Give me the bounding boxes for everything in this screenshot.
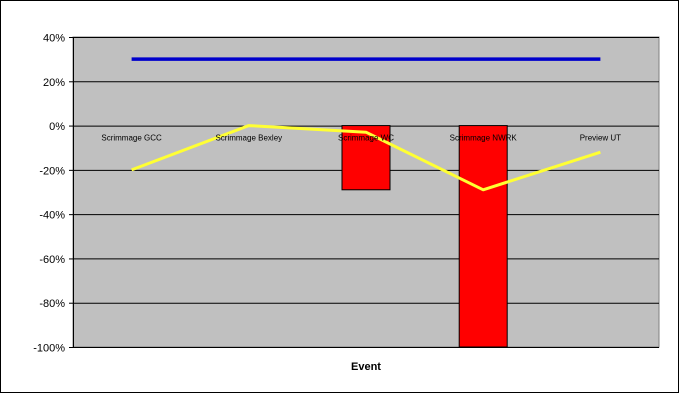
x-category-label: Preview UT [580, 134, 621, 143]
y-tick-label: 20% [43, 77, 65, 89]
x-category-label: Scrimmage GCC [101, 134, 162, 143]
x-axis-title: Event [351, 361, 381, 373]
y-tick-label: -60% [39, 254, 65, 266]
y-tick-label: -20% [39, 165, 65, 177]
y-tick-label: 0% [49, 121, 65, 133]
y-axis-tick-labels: -100% -80% -60% -40% -20% 0% 20% 40% [33, 33, 65, 355]
bars [341, 125, 508, 348]
x-axis-category-labels: Scrimmage GCC Scrimmage Bexley Scrimmage W… [101, 134, 621, 143]
series-line [131, 124, 601, 192]
y-tick-label: -40% [39, 210, 65, 222]
x-category-label: Scrimmage WC [338, 134, 394, 143]
y-tick-label: 40% [43, 33, 65, 45]
x-category-label: Scrimmage Bexley [215, 134, 282, 143]
x-category-label: Scrimmage NWRK [450, 134, 518, 143]
y-tick-label: -80% [39, 298, 65, 310]
series-lines [131, 57, 601, 192]
bar [341, 125, 391, 191]
y-tick-label: -100% [33, 343, 65, 355]
plot-area [72, 36, 660, 348]
bar [458, 125, 508, 348]
